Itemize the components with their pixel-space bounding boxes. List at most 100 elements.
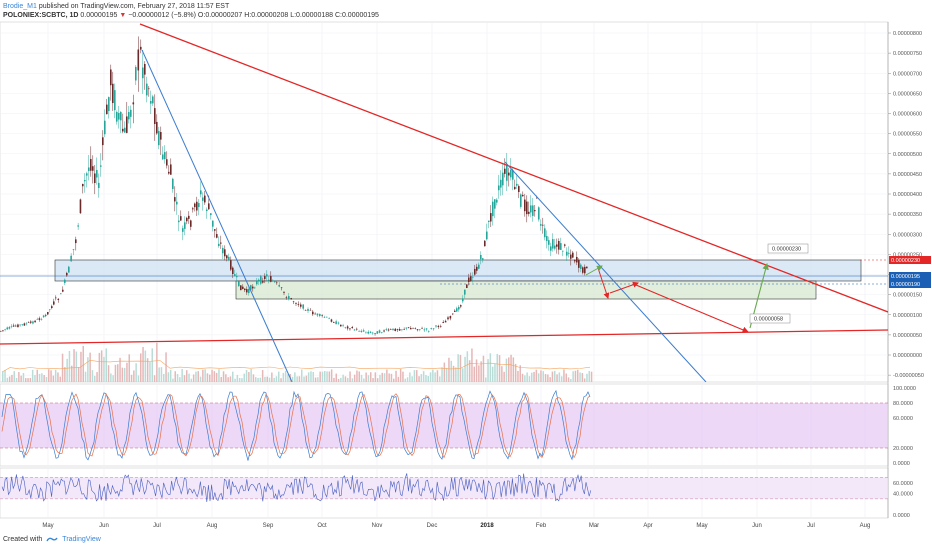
candle-body <box>210 213 212 216</box>
candle-body <box>278 284 280 287</box>
volume-bar <box>406 377 409 382</box>
candle-body <box>300 304 302 307</box>
candle-body <box>454 310 456 312</box>
candle-body <box>47 311 49 315</box>
price-tag-label: 0.00000230 <box>891 258 920 264</box>
volume-bar <box>351 378 354 382</box>
candle-body <box>378 330 381 333</box>
candle-body <box>520 194 522 207</box>
candle-body <box>170 164 172 175</box>
volume-bar <box>126 362 128 382</box>
candle-body <box>23 323 26 326</box>
created-with: Created with <box>3 536 43 543</box>
volume-bar <box>574 370 577 382</box>
footer: Created with TradingView <box>3 536 101 543</box>
volume-bar <box>236 374 239 382</box>
volume-bar <box>434 372 436 382</box>
candle-body <box>580 264 582 269</box>
candle-body <box>86 173 88 176</box>
candle-body <box>356 328 358 330</box>
volume-bar <box>588 371 590 382</box>
candle-body <box>550 246 552 251</box>
stoch-tick-label: 60.0000 <box>893 416 913 422</box>
candle-body <box>528 211 530 214</box>
candle-body <box>19 324 21 326</box>
candle-body <box>164 152 166 160</box>
candle-body <box>312 311 314 315</box>
volume-bar <box>572 371 574 382</box>
candle-body <box>100 165 102 167</box>
volume-bar <box>20 375 22 382</box>
candle-body <box>552 239 554 249</box>
candle-body <box>110 69 112 86</box>
candle-body <box>174 197 176 202</box>
time-tick-label: May <box>42 523 53 529</box>
volume-bar <box>411 376 413 382</box>
candle-body <box>49 309 51 310</box>
volume-bar <box>319 371 321 382</box>
candle-body <box>45 315 47 316</box>
volume-bar <box>68 350 71 382</box>
arrow-up-1 <box>609 281 639 294</box>
candle-body <box>94 173 96 184</box>
volume-bar <box>22 372 25 382</box>
candle-body <box>274 281 276 283</box>
stoch-band <box>0 403 888 448</box>
candle-body <box>288 296 290 299</box>
candle-body <box>566 251 568 256</box>
volume-bar <box>146 358 149 382</box>
candle-body <box>444 320 447 323</box>
candle-body <box>126 116 128 133</box>
volume-bar <box>169 369 172 382</box>
candle-body <box>156 121 158 134</box>
volume-bar <box>186 370 188 382</box>
volume-bar <box>211 369 213 382</box>
volume-bar <box>11 374 13 382</box>
candle-body <box>72 249 75 250</box>
volume-bar <box>390 373 393 382</box>
volume-bar <box>376 378 379 382</box>
author-link[interactable]: Brodie_M1 <box>3 3 37 10</box>
volume-bar <box>91 370 94 382</box>
publish-line: Brodie_M1 published on TradingView.com, … <box>3 2 229 11</box>
candle-body <box>128 112 130 120</box>
candle-body <box>122 128 124 132</box>
blue-zone <box>54 259 862 282</box>
volume-bar <box>123 367 126 382</box>
candle-body <box>574 260 576 262</box>
volume-bar <box>528 376 531 382</box>
candle-body <box>544 228 546 238</box>
volume-bar <box>570 378 572 382</box>
candle-body <box>218 243 220 246</box>
candle-body <box>57 298 60 300</box>
volume-bar <box>257 377 259 382</box>
candle-body <box>362 330 365 332</box>
candle-body <box>570 254 572 259</box>
candle-body <box>180 216 182 221</box>
candle-body <box>407 327 410 328</box>
volume-bar <box>234 378 236 382</box>
price-tick-label: 0.00000700 <box>893 71 922 77</box>
volume-bar <box>404 378 406 382</box>
change-value: −0.00000012 (−5.8%) <box>128 12 196 19</box>
candle-body <box>387 329 390 331</box>
volume-bar <box>379 374 381 382</box>
candle-body <box>232 267 234 275</box>
candle-body <box>114 90 116 111</box>
tradingview-link[interactable]: TradingView <box>62 536 101 543</box>
time-tick-label: Jun <box>99 523 109 529</box>
volume-bar <box>232 371 234 382</box>
arrow-down-2 <box>635 284 750 333</box>
grid-lines <box>0 22 888 518</box>
candle-body <box>12 325 15 327</box>
price-tag-label: 0.00000190 <box>891 282 920 288</box>
candle-body <box>214 229 216 231</box>
volume-bar <box>255 377 257 382</box>
candle-body <box>178 220 180 223</box>
price-axis: 0.00000800 0.00000750 0.00000700 0.00000650… <box>888 31 931 379</box>
candle-body <box>314 313 316 315</box>
osc-line <box>1 473 592 503</box>
candle-body <box>230 260 232 270</box>
candle-body <box>104 120 106 135</box>
